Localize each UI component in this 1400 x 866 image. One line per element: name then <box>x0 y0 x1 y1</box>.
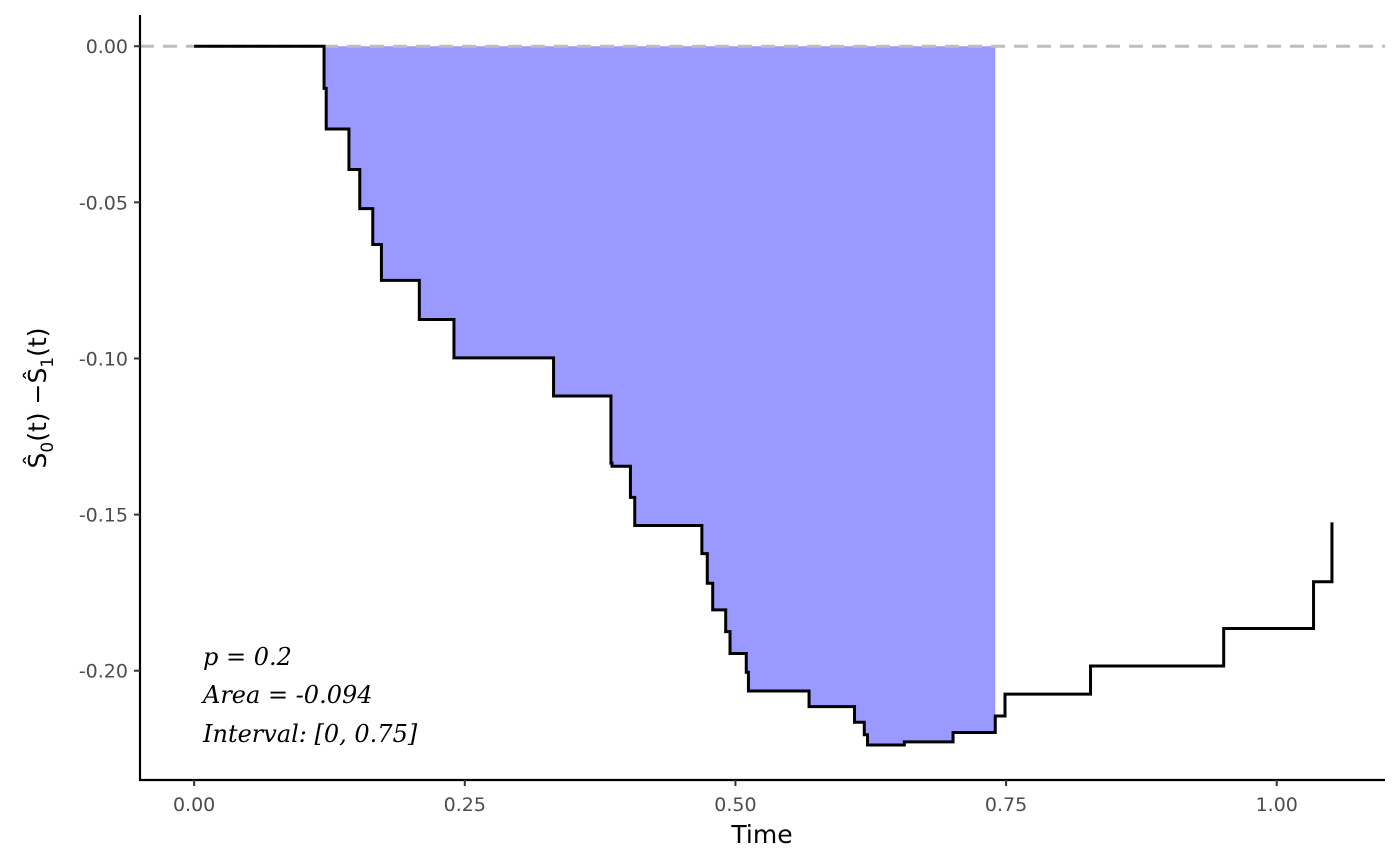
y-axis-title-part-a: Ŝ <box>22 453 52 469</box>
y-axis-title-part-c: (t) <box>23 328 52 357</box>
x-tick-label: 0.75 <box>985 794 1027 816</box>
x-tick-label: 1.00 <box>1256 794 1298 816</box>
y-axis-title-part-b: (t) −Ŝ <box>22 368 52 442</box>
y-tick-label: -0.20 <box>79 661 128 683</box>
annotation-area: Area = -0.094 <box>201 681 373 709</box>
y-tick-label: -0.05 <box>79 192 128 214</box>
y-tick-label: -0.10 <box>79 348 128 370</box>
y-axis-title-sub-0: 0 <box>38 442 58 453</box>
x-tick-label: 0.25 <box>444 794 486 816</box>
y-tick-label: 0.00 <box>86 36 128 58</box>
x-tick-label: 0.50 <box>714 794 756 816</box>
annotation-p-value: p = 0.2 <box>203 643 292 671</box>
annotation-interval: Interval: [0, 0.75] <box>202 720 418 748</box>
y-tick-label: -0.15 <box>79 505 128 527</box>
y-axis-title-sub-1: 1 <box>38 357 58 368</box>
x-axis-title: Time <box>730 820 792 849</box>
x-tick-label: 0.00 <box>173 794 215 816</box>
